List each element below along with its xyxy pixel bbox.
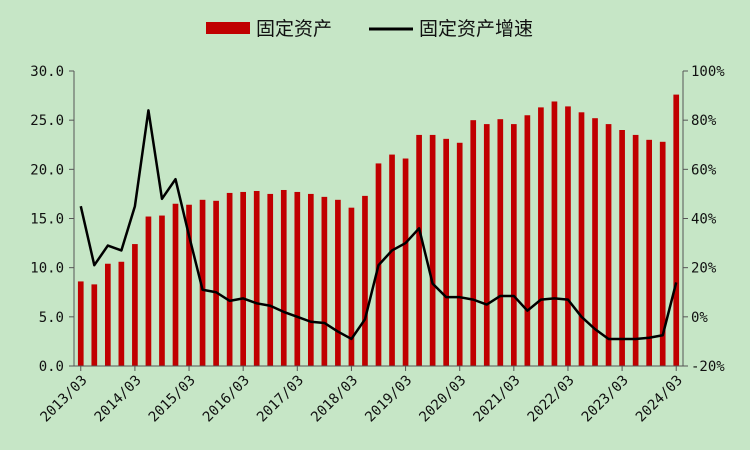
bar-2022Q2 <box>578 112 585 366</box>
bar-2021Q2 <box>524 115 531 366</box>
bar-2015Q1 <box>186 204 192 366</box>
bar-2022Q1 <box>565 106 571 367</box>
legend-line-label: 固定资产增速 <box>419 18 533 40</box>
left-tick-label: 15.0 <box>30 212 64 228</box>
bar-2018Q1 <box>348 207 355 366</box>
bar-2016Q3 <box>267 193 274 366</box>
x-tick-label: 2019/03 <box>362 372 415 425</box>
left-tick-label: 0.0 <box>39 359 64 375</box>
left-tick-label: 5.0 <box>39 310 64 326</box>
bar-2021Q4 <box>551 101 558 366</box>
bar-2022Q3 <box>592 118 598 366</box>
bar-2023Q1 <box>619 130 625 366</box>
bar-2017Q3 <box>321 196 328 366</box>
x-tick-label: 2022/03 <box>525 372 578 425</box>
bar-2013Q1 <box>77 281 84 366</box>
bar-2019Q3 <box>429 134 436 366</box>
bar-2014Q3 <box>159 215 165 366</box>
x-tick-label: 2021/03 <box>471 372 524 425</box>
bar-2020Q1 <box>456 142 463 366</box>
growth-line <box>79 109 678 341</box>
right-tick-label: 0% <box>691 310 708 326</box>
bar-2019Q2 <box>416 134 422 366</box>
bar-2014Q1 <box>132 244 138 366</box>
bar-2023Q3 <box>646 139 652 366</box>
left-tick-label: 30.0 <box>30 64 64 80</box>
bar-2016Q1 <box>240 191 246 366</box>
right-tick-label: 20% <box>691 261 717 277</box>
bar-2021Q3 <box>538 107 544 366</box>
bar-2019Q4 <box>443 138 449 366</box>
right-tick-label: 80% <box>691 113 717 129</box>
right-tick-label: 60% <box>691 162 717 178</box>
bar-2015Q2 <box>199 199 206 366</box>
bar-2015Q3 <box>213 200 219 366</box>
x-tick-label: 2013/03 <box>37 372 90 425</box>
bar-2020Q4 <box>497 119 504 367</box>
left-tick-label: 25.0 <box>30 113 64 129</box>
bar-2022Q4 <box>605 124 612 366</box>
bar-2016Q4 <box>280 189 287 366</box>
bar-2013Q2 <box>91 284 98 366</box>
x-tick-label: 2016/03 <box>200 372 253 425</box>
x-tick-label: 2017/03 <box>254 372 307 425</box>
bar-2017Q1 <box>294 191 301 366</box>
x-tick-label: 2023/03 <box>579 372 632 425</box>
right-tick-label: 40% <box>691 212 717 228</box>
bar-2020Q2 <box>470 120 477 366</box>
bar-2023Q4 <box>659 141 666 366</box>
bar-2019Q1 <box>402 158 409 366</box>
bar-2017Q4 <box>335 199 341 366</box>
bar-2018Q2 <box>362 195 368 366</box>
bar-2017Q2 <box>307 193 314 366</box>
bar-2014Q2 <box>145 216 152 366</box>
x-tick-label: 2024/03 <box>633 372 686 425</box>
x-tick-label: 2015/03 <box>146 372 199 425</box>
legend-bar-swatch <box>206 22 250 34</box>
x-tick-label: 2018/03 <box>308 372 361 425</box>
x-tick-label: 2014/03 <box>92 372 145 425</box>
bar-2016Q2 <box>253 190 260 366</box>
x-tick-label: 2020/03 <box>416 372 469 425</box>
bar-2013Q4 <box>118 261 125 366</box>
bar-2020Q3 <box>483 124 490 366</box>
right-tick-label: 100% <box>691 64 725 80</box>
bar-2015Q4 <box>226 192 233 366</box>
bar-2021Q1 <box>510 124 517 366</box>
left-tick-label: 20.0 <box>30 162 64 178</box>
bar-2014Q4 <box>172 203 179 366</box>
right-tick-label: -20% <box>691 359 725 375</box>
bar-2013Q3 <box>104 263 111 366</box>
bar-2023Q2 <box>632 134 639 366</box>
legend-bar-label: 固定资产 <box>256 18 332 40</box>
bar-2024Q1 <box>673 94 680 366</box>
bar-2018Q4 <box>389 154 395 366</box>
left-tick-label: 10.0 <box>30 261 64 277</box>
